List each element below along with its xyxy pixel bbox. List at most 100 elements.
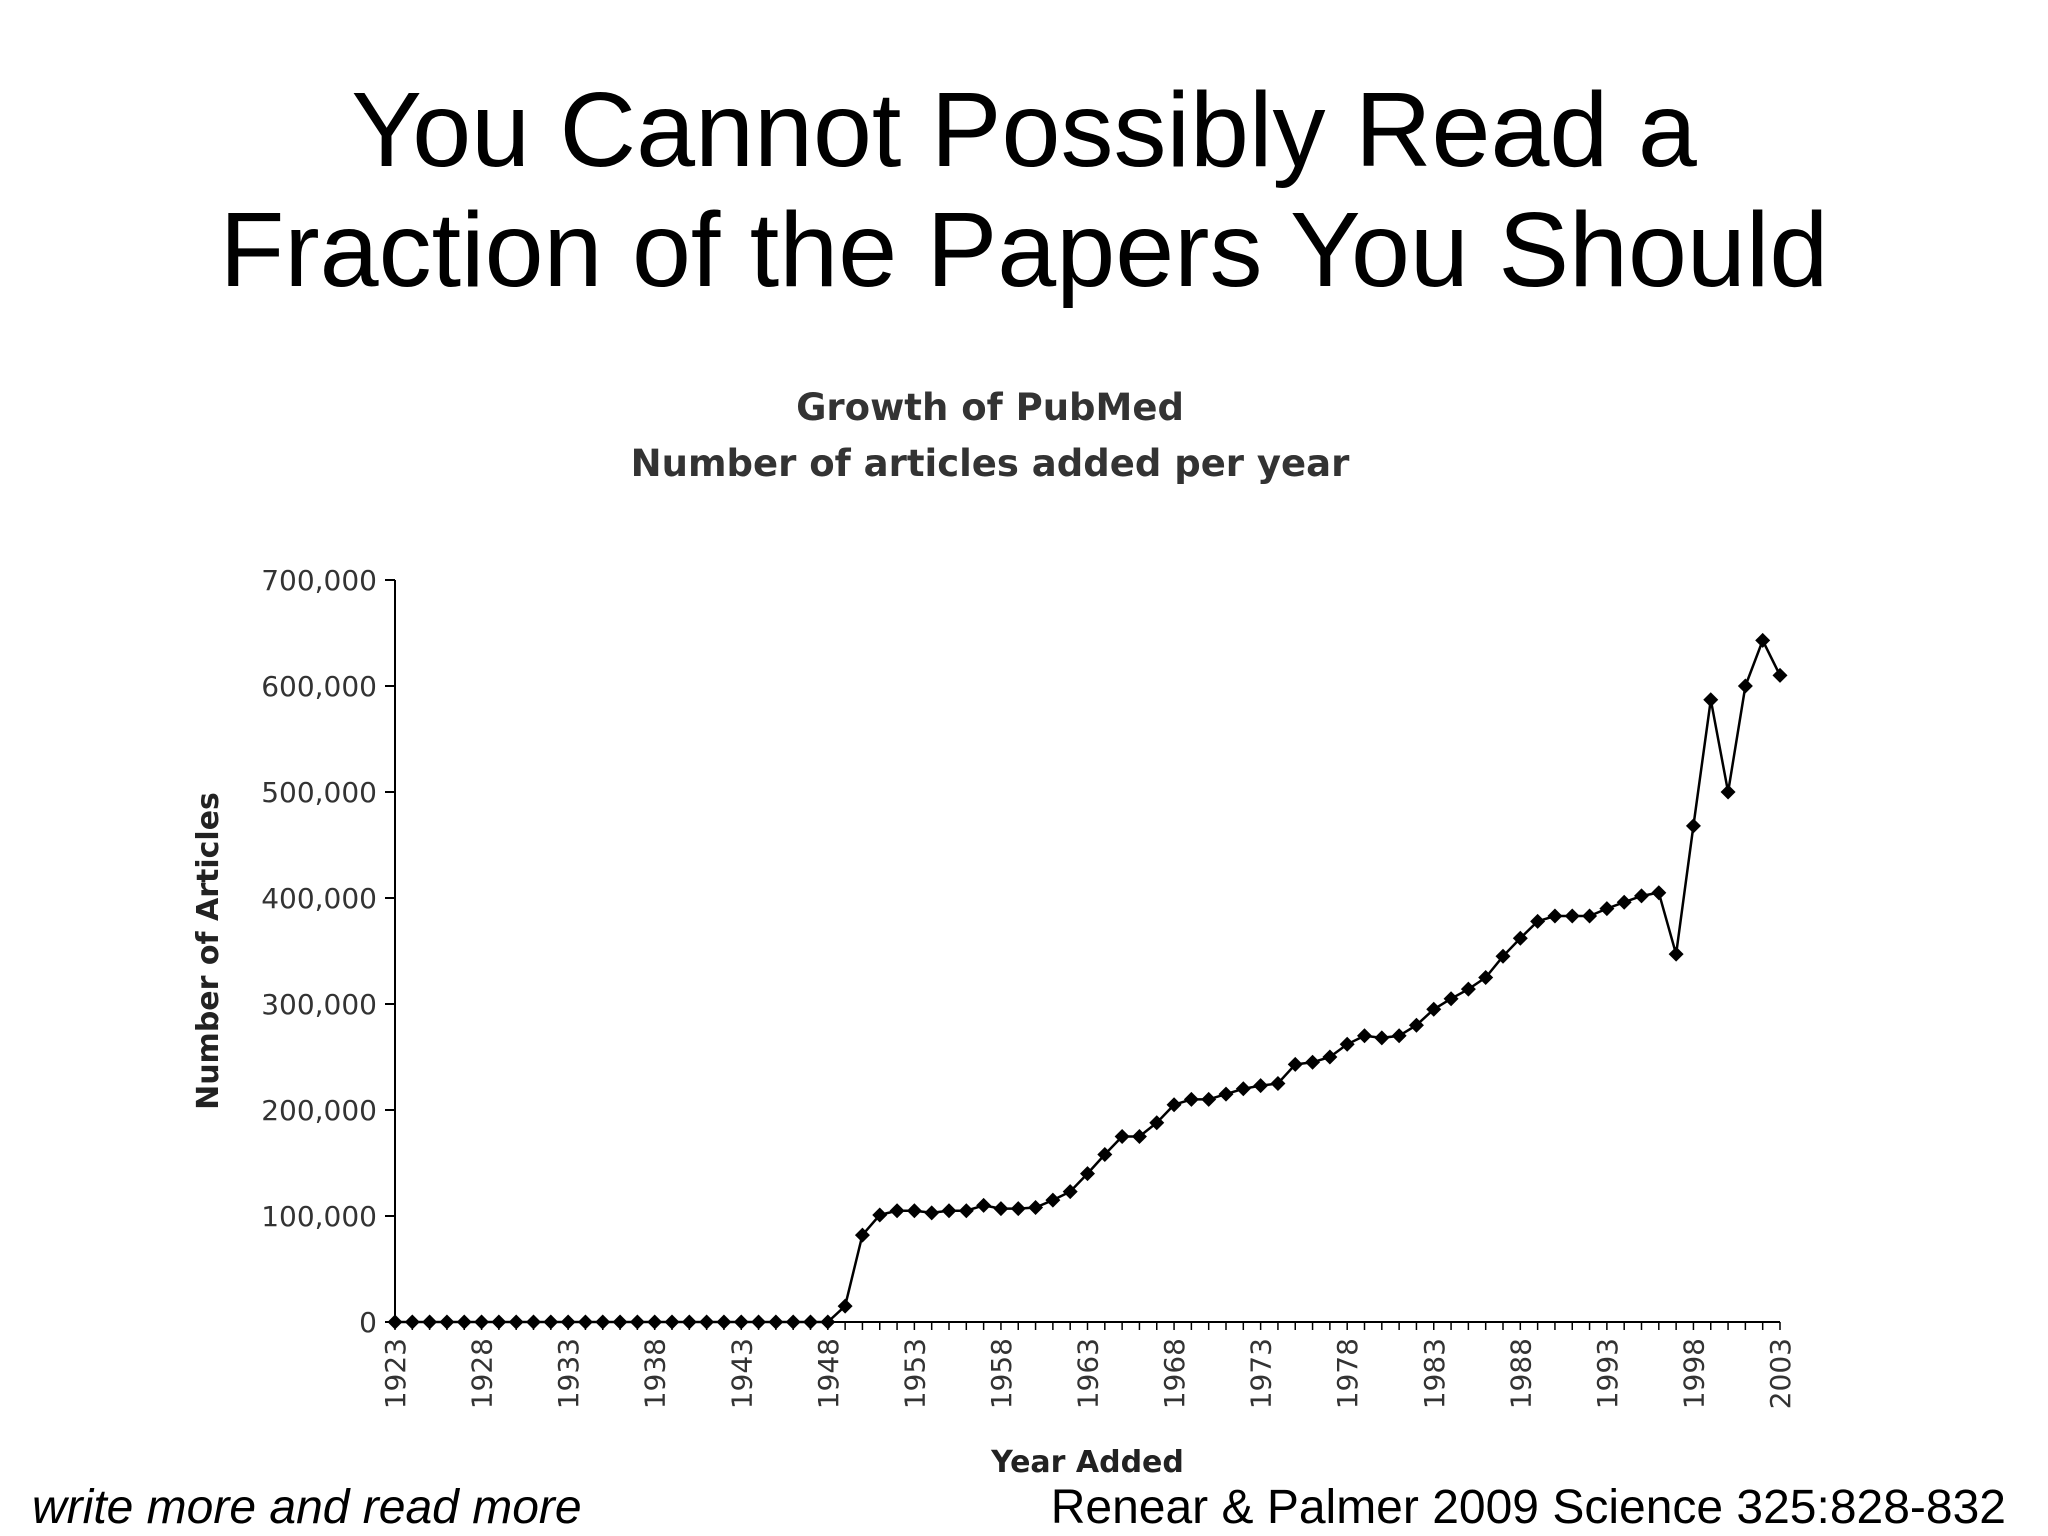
- data-point: [1426, 1001, 1442, 1017]
- data-point: [1720, 784, 1736, 800]
- y-tick-label: 700,000: [261, 564, 377, 597]
- data-point: [1443, 991, 1459, 1007]
- data-point: [803, 1314, 818, 1330]
- footer-citation: Renear & Palmer 2009 Science 325:828-832: [1050, 1481, 2006, 1534]
- data-point: [1062, 1184, 1078, 1200]
- data-point: [993, 1201, 1009, 1217]
- y-tick-label: 600,000: [261, 670, 377, 703]
- data-point: [1287, 1056, 1303, 1072]
- data-point: [1408, 1017, 1424, 1033]
- data-point: [906, 1203, 922, 1219]
- slide-title: You Cannot Possibly Read a Fraction of t…: [0, 70, 2048, 310]
- data-point: [854, 1227, 870, 1243]
- data-point: [647, 1314, 663, 1330]
- data-point: [699, 1314, 715, 1330]
- data-point: [508, 1314, 524, 1330]
- data-point: [422, 1314, 438, 1330]
- data-point: [958, 1203, 974, 1219]
- data-point: [976, 1197, 992, 1213]
- data-point: [543, 1314, 559, 1330]
- x-axis-title: Year Added: [990, 1445, 1184, 1480]
- data-point: [1149, 1115, 1165, 1131]
- data-point: [1616, 894, 1632, 910]
- data-point: [1183, 1091, 1199, 1107]
- x-tick-label: 1923: [379, 1338, 412, 1409]
- data-point: [474, 1314, 490, 1330]
- data-point: [924, 1205, 940, 1221]
- chart-title-block: Growth of PubMed Number of articles adde…: [0, 380, 1980, 492]
- data-point: [439, 1314, 455, 1330]
- footer-tagline: write more and read more: [32, 1481, 582, 1534]
- data-point: [768, 1314, 784, 1330]
- data-point: [1495, 948, 1511, 964]
- data-point: [1097, 1147, 1113, 1163]
- data-point: [716, 1314, 732, 1330]
- data-point: [1235, 1081, 1251, 1097]
- data-point: [1772, 667, 1788, 683]
- data-point: [751, 1314, 767, 1330]
- data-point: [560, 1314, 576, 1330]
- x-tick-label: 1963: [1072, 1338, 1105, 1409]
- data-point: [577, 1314, 593, 1330]
- slide-title-line-1: You Cannot Possibly Read a: [351, 71, 1697, 189]
- y-tick-label: 0: [359, 1306, 377, 1339]
- data-point: [1339, 1036, 1355, 1052]
- data-point: [1651, 885, 1667, 901]
- data-point: [1564, 908, 1580, 924]
- slide-title-line-2: Fraction of the Papers You Should: [219, 191, 1829, 309]
- data-point: [1547, 908, 1563, 924]
- x-tick-label: 1983: [1418, 1338, 1451, 1409]
- y-tick-label: 100,000: [261, 1200, 377, 1233]
- x-tick-label: 1943: [725, 1338, 758, 1409]
- data-point: [1114, 1129, 1130, 1144]
- chart-title: Growth of PubMed: [796, 386, 1184, 429]
- series-line: [395, 637, 1782, 1324]
- x-tick-label: 1968: [1158, 1338, 1191, 1409]
- x-tick-label: 1978: [1331, 1338, 1364, 1409]
- data-point: [387, 1314, 403, 1330]
- data-point: [664, 1314, 680, 1330]
- x-tick-label: 1988: [1504, 1338, 1537, 1409]
- x-tick-label: 1973: [1245, 1338, 1278, 1409]
- x-tick-label: 1998: [1677, 1338, 1710, 1409]
- data-point: [1634, 888, 1649, 904]
- y-tick-label: 500,000: [261, 776, 377, 809]
- data-point: [526, 1314, 541, 1330]
- data-point: [1201, 1091, 1217, 1107]
- data-point: [1270, 1076, 1286, 1091]
- x-tick-label: 1938: [639, 1338, 672, 1409]
- data-point: [941, 1203, 957, 1219]
- x-tick-label: 2003: [1764, 1338, 1797, 1409]
- x-tick-label: 1993: [1591, 1338, 1624, 1409]
- data-point: [1322, 1049, 1338, 1065]
- data-point: [733, 1314, 749, 1330]
- data-point: [1460, 981, 1476, 997]
- data-point: [1685, 818, 1701, 834]
- data-point: [456, 1314, 472, 1330]
- data-point: [612, 1314, 628, 1330]
- data-point: [1478, 970, 1494, 985]
- data-point: [1737, 678, 1753, 694]
- data-point: [595, 1314, 611, 1330]
- x-tick-label: 1958: [985, 1338, 1018, 1409]
- x-tick-label: 1933: [552, 1338, 585, 1409]
- data-point: [1703, 692, 1719, 708]
- x-tick-label: 1953: [898, 1338, 931, 1409]
- data-point: [889, 1203, 905, 1219]
- data-point: [1028, 1200, 1044, 1216]
- data-point: [1599, 901, 1615, 917]
- data-point: [1253, 1078, 1269, 1094]
- data-point: [1045, 1192, 1061, 1208]
- data-point: [1218, 1086, 1234, 1102]
- data-point: [1755, 632, 1771, 648]
- y-axis-title: Number of Articles: [191, 792, 226, 1110]
- data-point: [1010, 1201, 1026, 1217]
- data-point: [1357, 1028, 1372, 1044]
- y-tick-label: 200,000: [261, 1094, 377, 1127]
- data-point: [1131, 1129, 1147, 1144]
- data-point: [1374, 1030, 1390, 1046]
- data-point: [1582, 908, 1598, 924]
- y-tick-label: 300,000: [261, 988, 377, 1021]
- data-point: [1305, 1054, 1321, 1070]
